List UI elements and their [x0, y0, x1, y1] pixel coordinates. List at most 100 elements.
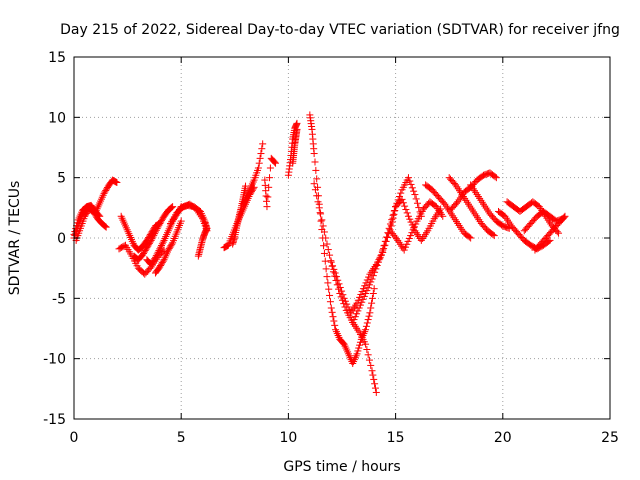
data-point	[323, 273, 331, 281]
data-point	[167, 242, 175, 250]
data-point	[406, 215, 414, 223]
data-point	[156, 245, 164, 253]
data-point	[203, 224, 211, 232]
y-tick-label: -5	[52, 291, 66, 307]
y-axis-label: SDTVAR / TECUs	[7, 181, 23, 296]
data-point	[255, 159, 263, 167]
series-arc25	[422, 181, 475, 242]
data-point	[149, 233, 157, 241]
data-point	[400, 246, 408, 254]
data-point	[373, 262, 381, 270]
data-point	[364, 316, 372, 324]
data-point	[329, 313, 337, 321]
x-tick-label: 15	[387, 430, 405, 446]
data-point	[410, 187, 418, 195]
series-arc28	[467, 181, 513, 232]
data-point	[263, 203, 271, 211]
data-point	[264, 193, 272, 201]
data-point	[144, 242, 152, 250]
data-point	[561, 212, 569, 220]
data-point	[95, 211, 103, 219]
data-point	[142, 245, 150, 253]
data-point	[385, 224, 393, 232]
data-point	[310, 180, 318, 188]
data-point	[546, 236, 554, 244]
data-point	[379, 246, 387, 254]
data-point	[366, 309, 374, 317]
data-point	[360, 292, 368, 300]
data-point	[406, 177, 414, 185]
data-point	[492, 174, 500, 182]
data-point	[153, 250, 161, 258]
data-point	[96, 212, 104, 220]
data-point	[152, 226, 160, 234]
data-point	[150, 231, 158, 239]
data-point	[364, 284, 372, 292]
x-tick-label: 5	[177, 430, 186, 446]
data-point	[139, 249, 147, 257]
data-point	[154, 248, 162, 256]
data-point	[386, 220, 394, 228]
data-point	[336, 283, 344, 291]
data-point	[368, 367, 376, 375]
chart-title: Day 215 of 2022, Sidereal Day-to-day VTE…	[60, 22, 620, 38]
data-point	[157, 241, 165, 249]
data-point	[145, 239, 153, 247]
data-point	[368, 275, 376, 283]
data-point	[266, 164, 274, 172]
y-tick-label: 10	[48, 110, 66, 126]
data-point	[155, 247, 163, 255]
data-point	[164, 246, 172, 254]
data-point	[324, 279, 332, 287]
series-arc8	[151, 217, 185, 277]
data-point	[168, 203, 176, 211]
data-point	[80, 207, 88, 215]
data-point	[158, 259, 166, 267]
data-point	[101, 222, 109, 230]
data-point	[380, 242, 388, 250]
data-point	[166, 243, 174, 251]
data-point	[167, 204, 175, 212]
data-point	[344, 303, 352, 311]
series-arc15	[261, 154, 280, 211]
data-point	[317, 210, 325, 218]
data-point	[371, 380, 379, 388]
data-point	[330, 317, 338, 325]
data-point	[254, 164, 262, 172]
data-point	[327, 258, 335, 266]
data-point	[362, 326, 370, 334]
data-point	[350, 316, 358, 324]
data-point	[363, 319, 371, 327]
data-point	[141, 247, 149, 255]
data-point	[404, 174, 412, 182]
data-point	[377, 251, 385, 259]
data-point	[331, 269, 339, 277]
data-point	[411, 191, 419, 199]
data-point	[349, 318, 357, 326]
data-point	[555, 229, 563, 237]
axis-ticks: 0 5 10 15 20 25 -15 -10 -5 0 5 10 15	[43, 50, 619, 446]
data-point	[79, 208, 87, 216]
data-point	[365, 281, 373, 289]
data-point	[404, 212, 412, 220]
series-arc27	[447, 169, 500, 213]
data-point	[151, 255, 159, 263]
x-tick-label: 20	[494, 430, 512, 446]
data-point	[100, 222, 108, 230]
data-point	[158, 240, 166, 248]
data-point	[317, 217, 325, 225]
data-point	[265, 183, 273, 191]
data-points	[70, 111, 569, 396]
y-tick-label: -15	[43, 412, 66, 428]
data-point	[403, 209, 411, 217]
data-point	[157, 260, 165, 268]
data-point	[467, 234, 475, 242]
data-point	[293, 125, 301, 133]
data-point	[311, 158, 319, 166]
data-point	[320, 242, 328, 250]
data-point	[374, 258, 382, 266]
data-point	[159, 238, 167, 246]
data-point	[169, 203, 177, 211]
data-point	[258, 145, 266, 153]
data-point	[256, 154, 264, 162]
